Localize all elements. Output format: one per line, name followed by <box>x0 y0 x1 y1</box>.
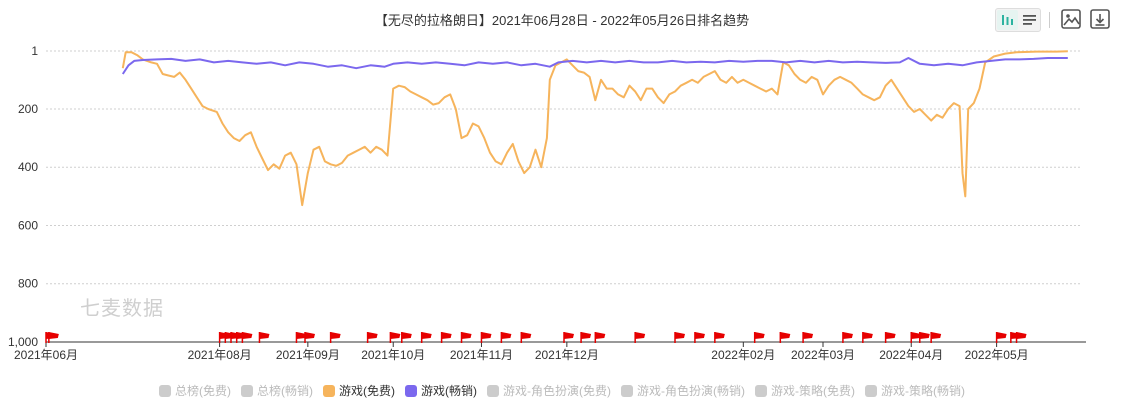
event-flag[interactable] <box>930 332 942 343</box>
bar-view-button[interactable] <box>997 10 1018 30</box>
legend-item-4[interactable]: 游戏-角色扮演(免费) <box>487 382 611 399</box>
x-tick-label: 2021年08月 <box>188 348 252 362</box>
legend-swatch <box>241 384 253 397</box>
event-flag[interactable] <box>241 332 253 343</box>
legend-item-7[interactable]: 游戏-策略(畅销) <box>865 382 965 399</box>
download-button[interactable] <box>1088 7 1112 31</box>
event-flag[interactable] <box>714 332 725 343</box>
y-tick-label: 600 <box>18 218 38 232</box>
view-toggle <box>995 8 1041 32</box>
y-axis: 1 200 400 600 800 1,000 <box>8 44 38 349</box>
legend-label: 游戏-策略(畅销) <box>881 384 965 398</box>
legend-label: 游戏(免费) <box>339 384 395 398</box>
x-axis: 2021年06月 2021年08月 2021年09月 2021年10月 2021年11月… <box>14 341 1086 362</box>
legend-swatch <box>405 384 417 397</box>
x-tick-label: 2022年02月 <box>711 348 775 362</box>
list-icon <box>1023 15 1036 25</box>
series-line-1[interactable] <box>121 57 1068 75</box>
event-flag[interactable] <box>295 332 307 343</box>
x-tick-label: 2022年05月 <box>965 348 1029 362</box>
toolbar-divider <box>1049 12 1050 28</box>
y-tick-label: 1,000 <box>8 335 38 349</box>
event-flag[interactable] <box>884 332 896 343</box>
event-flag[interactable] <box>634 332 646 343</box>
event-flag[interactable] <box>995 332 1007 343</box>
legend-item-3[interactable]: 游戏(畅销) <box>405 382 477 399</box>
series-layer <box>121 50 1068 207</box>
legend: 总榜(免费) 总榜(畅销) 游戏(免费) 游戏(畅销) 游戏-角色扮演(免费) 游戏-角色… <box>0 382 1124 399</box>
event-flag[interactable] <box>594 332 606 343</box>
event-flag[interactable] <box>563 332 574 343</box>
event-flag[interactable] <box>802 332 814 343</box>
event-flag[interactable] <box>1015 332 1027 343</box>
y-tick-label: 800 <box>18 277 38 291</box>
y-tick-label: 400 <box>18 160 38 174</box>
legend-item-0[interactable]: 总榜(免费) <box>159 382 231 399</box>
x-tick-label: 2021年09月 <box>276 348 340 362</box>
event-flag[interactable] <box>580 332 592 343</box>
x-tick-label: 2022年04月 <box>879 348 943 362</box>
legend-label: 总榜(免费) <box>175 384 231 398</box>
legend-swatch <box>159 384 171 397</box>
watermark: 七麦数据 <box>80 298 164 320</box>
x-tick-label: 2021年12月 <box>535 348 599 362</box>
event-flag[interactable] <box>674 332 685 343</box>
legend-item-6[interactable]: 游戏-策略(免费) <box>755 382 855 399</box>
legend-label: 游戏(畅销) <box>421 384 477 398</box>
x-tick-label: 2021年10月 <box>361 348 425 362</box>
event-flag[interactable] <box>329 332 341 343</box>
bar-chart-icon <box>1002 15 1013 25</box>
legend-label: 游戏-策略(免费) <box>771 384 855 398</box>
event-flag[interactable] <box>520 332 532 343</box>
event-flag[interactable] <box>480 332 492 343</box>
legend-item-5[interactable]: 游戏-角色扮演(畅销) <box>621 382 745 399</box>
legend-swatch <box>323 384 335 397</box>
grid-layer <box>46 50 1082 285</box>
list-view-button[interactable] <box>1019 10 1040 30</box>
event-flag[interactable] <box>389 332 401 343</box>
y-tick-label: 200 <box>18 102 38 116</box>
x-tick-label: 2022年03月 <box>791 348 855 362</box>
x-tick-label: 2021年06月 <box>14 348 78 362</box>
series-line-0[interactable] <box>121 50 1068 207</box>
event-flag[interactable] <box>460 332 472 343</box>
legend-swatch <box>755 384 767 397</box>
save-image-button[interactable] <box>1059 7 1083 31</box>
event-flag[interactable] <box>862 332 873 343</box>
event-flags <box>45 332 1027 343</box>
event-flag[interactable] <box>910 332 922 343</box>
legend-label: 游戏-角色扮演(畅销) <box>637 384 745 398</box>
legend-label: 总榜(畅销) <box>257 384 313 398</box>
event-flag[interactable] <box>842 332 853 343</box>
event-flag[interactable] <box>304 332 315 343</box>
event-flag[interactable] <box>694 332 705 343</box>
event-flag[interactable] <box>401 332 412 343</box>
legend-label: 游戏-角色扮演(免费) <box>503 384 611 398</box>
event-flag[interactable] <box>258 332 270 343</box>
legend-swatch <box>865 384 877 397</box>
chart-toolbar <box>995 7 1115 33</box>
event-flag[interactable] <box>753 332 765 343</box>
legend-item-1[interactable]: 总榜(畅销) <box>241 382 313 399</box>
event-flag[interactable] <box>440 332 452 343</box>
event-flag[interactable] <box>500 332 512 343</box>
event-flag[interactable] <box>919 332 930 343</box>
y-tick-label: 1 <box>31 44 38 58</box>
event-flag[interactable] <box>48 332 59 343</box>
event-flag[interactable] <box>420 332 432 343</box>
legend-item-2[interactable]: 游戏(免费) <box>323 382 395 399</box>
legend-swatch <box>621 384 633 397</box>
download-icon <box>1090 9 1110 29</box>
save-image-icon <box>1061 9 1081 29</box>
event-flag[interactable] <box>779 332 791 343</box>
legend-swatch <box>487 384 499 397</box>
event-flag[interactable] <box>366 332 378 343</box>
chart-title: 【无尽的拉格朗日】2021年06月28日 - 2022年05月26日排名趋势 <box>374 13 750 28</box>
x-tick-label: 2021年11月 <box>450 348 513 362</box>
